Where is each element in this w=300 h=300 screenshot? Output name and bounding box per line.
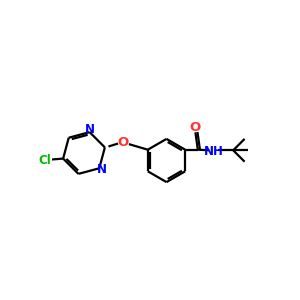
Text: O: O [118,136,129,148]
Text: O: O [190,121,201,134]
Text: NH: NH [203,145,223,158]
Text: Cl: Cl [39,154,52,166]
Text: N: N [85,123,94,136]
Text: N: N [97,163,107,176]
